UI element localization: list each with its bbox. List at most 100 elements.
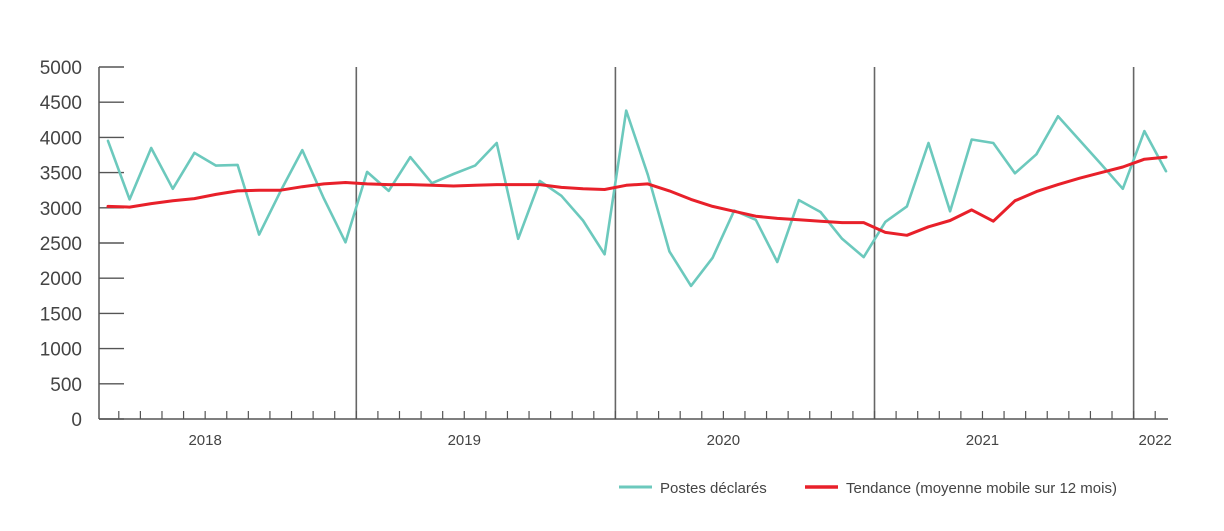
point-tendance-46 — [1100, 171, 1102, 173]
point-tendance-37 — [906, 234, 908, 236]
point-tendance-13 — [388, 183, 390, 185]
point-tendance-1 — [128, 206, 130, 208]
point-tendance-34 — [841, 221, 843, 223]
point-postes-7 — [258, 233, 260, 235]
point-postes-32 — [798, 199, 800, 201]
point-postes-47 — [1122, 188, 1124, 190]
point-postes-1 — [128, 198, 130, 200]
point-tendance-14 — [409, 183, 411, 185]
point-postes-6 — [236, 164, 238, 166]
point-tendance-44 — [1057, 183, 1059, 185]
y-tick-label-0: 0 — [71, 410, 82, 431]
y-tick-label-1000: 1000 — [40, 340, 82, 361]
legend: Postes déclarés Tendance (moyenne mobile… — [619, 480, 1117, 497]
point-tendance-49 — [1165, 156, 1167, 158]
point-postes-13 — [388, 190, 390, 192]
point-tendance-35 — [863, 221, 865, 223]
point-tendance-0 — [107, 205, 109, 207]
point-tendance-48 — [1143, 158, 1145, 160]
x-year-label-2020: 2020 — [707, 432, 740, 449]
point-tendance-11 — [344, 181, 346, 183]
point-tendance-33 — [819, 220, 821, 222]
point-postes-11 — [344, 241, 346, 243]
point-postes-4 — [193, 152, 195, 154]
point-postes-10 — [323, 197, 325, 199]
point-tendance-4 — [193, 197, 195, 199]
point-postes-44 — [1057, 115, 1059, 117]
point-tendance-18 — [496, 183, 498, 185]
point-postes-24 — [625, 109, 627, 111]
point-postes-35 — [863, 256, 865, 258]
point-postes-31 — [776, 261, 778, 263]
point-postes-5 — [215, 164, 217, 166]
series-line-tendance — [106, 155, 1168, 237]
point-postes-22 — [582, 219, 584, 221]
y-tick-label-4000: 4000 — [40, 128, 82, 149]
point-tendance-21 — [560, 186, 562, 188]
point-postes-20 — [539, 180, 541, 182]
point-tendance-2 — [150, 202, 152, 204]
point-postes-2 — [150, 147, 152, 149]
point-tendance-47 — [1122, 166, 1124, 168]
point-postes-45 — [1078, 139, 1080, 141]
point-postes-36 — [884, 221, 886, 223]
point-tendance-27 — [690, 198, 692, 200]
point-tendance-5 — [215, 193, 217, 195]
point-postes-18 — [496, 142, 498, 144]
series-lines — [106, 109, 1168, 288]
point-postes-42 — [1014, 172, 1016, 174]
point-tendance-7 — [258, 189, 260, 191]
point-tendance-38 — [927, 226, 929, 228]
y-tick-label-4500: 4500 — [40, 93, 82, 114]
point-postes-0 — [107, 140, 109, 142]
point-tendance-31 — [776, 217, 778, 219]
point-tendance-32 — [798, 219, 800, 221]
point-tendance-12 — [366, 183, 368, 185]
point-tendance-8 — [280, 189, 282, 191]
point-postes-25 — [647, 174, 649, 176]
x-year-label-2018: 2018 — [188, 432, 221, 449]
legend-label-tendance: Tendance (moyenne mobile sur 12 mois) — [846, 480, 1117, 497]
point-tendance-36 — [884, 231, 886, 233]
point-postes-41 — [992, 142, 994, 144]
point-tendance-19 — [517, 183, 519, 185]
point-tendance-41 — [992, 220, 994, 222]
point-postes-26 — [668, 250, 670, 252]
point-tendance-25 — [647, 183, 649, 185]
y-tick-label-3500: 3500 — [40, 164, 82, 185]
x-year-label-2021: 2021 — [966, 432, 999, 449]
point-tendance-45 — [1078, 177, 1080, 179]
axes: 0 500 1000 1500 2000 2500 3000 3500 4000 4500 5000… — [40, 58, 1172, 449]
point-postes-3 — [172, 188, 174, 190]
point-postes-28 — [711, 257, 713, 259]
point-tendance-20 — [539, 183, 541, 185]
y-tick-label-5000: 5000 — [40, 58, 82, 79]
point-tendance-26 — [668, 190, 670, 192]
point-postes-46 — [1100, 163, 1102, 165]
point-postes-30 — [755, 219, 757, 221]
year-separators — [355, 67, 1135, 419]
point-tendance-30 — [755, 215, 757, 217]
x-year-label-2019: 2019 — [448, 432, 481, 449]
point-postes-14 — [409, 156, 411, 158]
point-tendance-3 — [172, 200, 174, 202]
point-tendance-15 — [431, 184, 433, 186]
point-postes-37 — [906, 205, 908, 207]
point-postes-39 — [949, 210, 951, 212]
point-postes-17 — [474, 164, 476, 166]
point-tendance-24 — [625, 184, 627, 186]
point-tendance-16 — [452, 185, 454, 187]
point-tendance-43 — [1035, 190, 1037, 192]
point-postes-12 — [366, 171, 368, 173]
point-postes-23 — [603, 253, 605, 255]
y-tick-label-3000: 3000 — [40, 199, 82, 220]
point-tendance-42 — [1014, 200, 1016, 202]
point-postes-19 — [517, 238, 519, 240]
point-postes-38 — [927, 142, 929, 144]
point-postes-21 — [560, 195, 562, 197]
x-year-label-2022: 2022 — [1139, 432, 1172, 449]
point-postes-48 — [1143, 130, 1145, 132]
point-tendance-9 — [301, 186, 303, 188]
